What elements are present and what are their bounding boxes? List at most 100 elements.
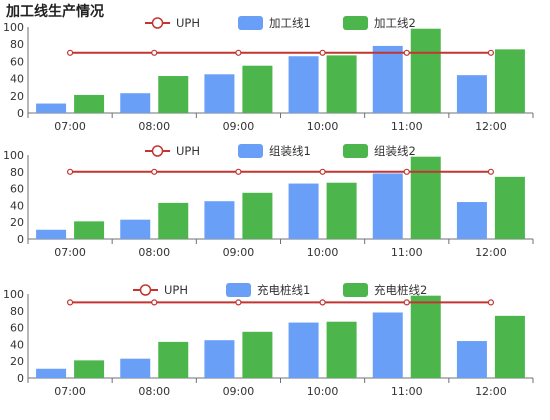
- bar-充电桩线2[interactable]: [74, 360, 105, 378]
- bar-组装线1[interactable]: [120, 219, 151, 239]
- legend-bar-icon[interactable]: [238, 144, 263, 158]
- y-tick-label: 40: [10, 199, 24, 212]
- bar-充电桩线1[interactable]: [204, 340, 235, 378]
- page-title: 加工线生产情况: [6, 4, 104, 20]
- y-tick-label: 100: [3, 149, 24, 162]
- bar-加工线1[interactable]: [120, 93, 151, 113]
- bar-充电桩线2[interactable]: [242, 331, 273, 378]
- uph-point[interactable]: [235, 299, 242, 306]
- bar-加工线1[interactable]: [204, 74, 235, 113]
- legend-bar-icon[interactable]: [238, 16, 263, 30]
- uph-point[interactable]: [151, 49, 158, 56]
- bar-组装线1[interactable]: [372, 173, 403, 239]
- legend-label[interactable]: UPH: [176, 144, 200, 158]
- uph-point[interactable]: [319, 49, 326, 56]
- bar-加工线2[interactable]: [242, 65, 273, 113]
- y-tick-label: 60: [10, 322, 24, 335]
- x-tick-label: 09:00: [223, 385, 255, 398]
- bar-组装线2[interactable]: [326, 182, 357, 239]
- bar-充电桩线1[interactable]: [288, 322, 319, 378]
- bar-组装线2[interactable]: [74, 221, 105, 239]
- y-tick-label: 80: [10, 38, 24, 51]
- x-tick-label: 12:00: [475, 246, 507, 259]
- uph-point[interactable]: [151, 168, 158, 175]
- bar-加工线1[interactable]: [372, 45, 403, 113]
- uph-point[interactable]: [235, 168, 242, 175]
- bar-组装线2[interactable]: [410, 156, 441, 239]
- bar-充电桩线2[interactable]: [494, 315, 525, 378]
- legend-label[interactable]: 加工线1: [269, 16, 311, 30]
- bar-加工线2[interactable]: [326, 55, 357, 113]
- uph-point[interactable]: [66, 168, 74, 175]
- x-tick-label: 10:00: [307, 120, 339, 133]
- bar-加工线2[interactable]: [74, 94, 105, 113]
- uph-point[interactable]: [66, 49, 74, 56]
- legend-label[interactable]: 组装线2: [374, 144, 416, 158]
- x-tick-label: 07:00: [54, 120, 86, 133]
- uph-point[interactable]: [487, 168, 495, 175]
- bar-加工线2[interactable]: [410, 28, 441, 113]
- uph-point[interactable]: [235, 49, 242, 56]
- y-tick-label: 80: [10, 305, 24, 318]
- x-tick-label: 07:00: [54, 246, 86, 259]
- y-tick-label: 40: [10, 338, 24, 351]
- bar-充电桩线2[interactable]: [158, 341, 189, 378]
- bar-充电桩线1[interactable]: [120, 358, 151, 378]
- uph-point[interactable]: [403, 168, 410, 175]
- x-tick-label: 09:00: [223, 120, 255, 133]
- bar-组装线1[interactable]: [36, 229, 67, 239]
- x-tick-label: 12:00: [475, 385, 507, 398]
- y-tick-label: 40: [10, 73, 24, 86]
- bar-充电桩线1[interactable]: [372, 312, 403, 378]
- uph-point[interactable]: [403, 49, 410, 56]
- legend-label[interactable]: UPH: [176, 16, 200, 30]
- legend-bar-icon[interactable]: [226, 283, 251, 297]
- bar-充电桩线1[interactable]: [36, 368, 67, 378]
- uph-point[interactable]: [487, 49, 495, 56]
- legend-label[interactable]: UPH: [164, 283, 188, 297]
- uph-point[interactable]: [403, 299, 410, 306]
- x-tick-label: 10:00: [307, 246, 339, 259]
- legend-label[interactable]: 充电桩线2: [374, 283, 427, 297]
- bar-组装线2[interactable]: [242, 192, 273, 239]
- y-tick-label: 0: [17, 233, 24, 246]
- legend-label[interactable]: 组装线1: [269, 144, 311, 158]
- legend-uph-marker[interactable]: [151, 145, 164, 157]
- bar-加工线1[interactable]: [288, 56, 319, 113]
- x-tick-label: 08:00: [138, 120, 170, 133]
- legend-bar-icon[interactable]: [343, 283, 368, 297]
- legend-bar-icon[interactable]: [343, 144, 368, 158]
- bar-充电桩线2[interactable]: [326, 321, 357, 378]
- bar-充电桩线2[interactable]: [410, 295, 441, 378]
- y-tick-label: 20: [10, 355, 24, 368]
- legend-uph-marker[interactable]: [151, 17, 164, 29]
- bar-充电桩线1[interactable]: [456, 341, 487, 378]
- bar-加工线2[interactable]: [494, 49, 525, 113]
- legend-label[interactable]: 充电桩线1: [257, 283, 310, 297]
- x-tick-label: 09:00: [223, 246, 255, 259]
- bar-组装线2[interactable]: [494, 176, 525, 239]
- uph-point[interactable]: [487, 299, 495, 306]
- legend-uph-marker[interactable]: [139, 284, 152, 296]
- uph-point[interactable]: [319, 299, 326, 306]
- uph-point[interactable]: [151, 299, 158, 306]
- y-tick-label: 100: [3, 21, 24, 34]
- x-tick-label: 08:00: [138, 246, 170, 259]
- x-tick-label: 12:00: [475, 120, 507, 133]
- legend-label[interactable]: 加工线2: [374, 16, 416, 30]
- bar-加工线1[interactable]: [456, 75, 487, 113]
- legend-bar-icon[interactable]: [343, 16, 368, 30]
- bar-加工线2[interactable]: [158, 76, 189, 113]
- bar-加工线1[interactable]: [36, 103, 67, 113]
- bar-组装线1[interactable]: [456, 202, 487, 239]
- y-tick-label: 60: [10, 183, 24, 196]
- x-tick-label: 11:00: [391, 385, 423, 398]
- bar-组装线1[interactable]: [204, 201, 235, 239]
- bar-组装线2[interactable]: [158, 202, 189, 239]
- y-tick-label: 0: [17, 372, 24, 385]
- x-tick-label: 11:00: [391, 246, 423, 259]
- bar-组装线1[interactable]: [288, 183, 319, 239]
- y-tick-label: 20: [10, 216, 24, 229]
- uph-point[interactable]: [66, 299, 74, 306]
- uph-point[interactable]: [319, 168, 326, 175]
